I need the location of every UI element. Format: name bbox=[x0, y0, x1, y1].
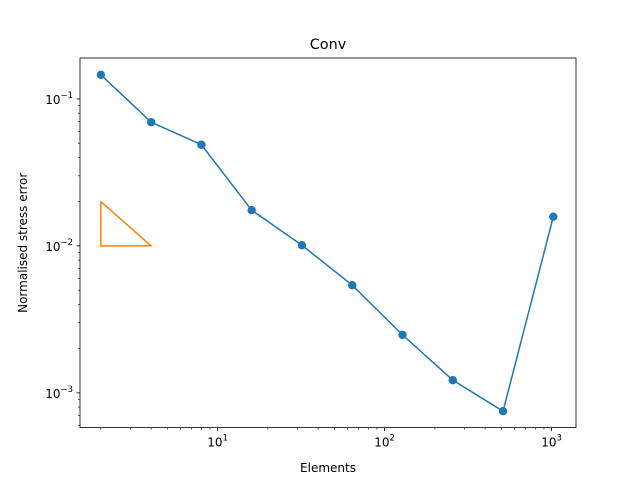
x-axis-ticks: 101 102 103 bbox=[100, 427, 562, 450]
series-layer bbox=[96, 70, 558, 416]
series-1-point-1 bbox=[96, 70, 106, 80]
series-1-point-7 bbox=[398, 330, 407, 340]
chart-title: Conv bbox=[310, 37, 347, 53]
y-tick-label: 10−1 bbox=[45, 91, 73, 107]
series-1-line bbox=[99, 73, 555, 412]
series-1-point-9 bbox=[498, 407, 508, 416]
y-tick-label: 10−2 bbox=[45, 238, 73, 254]
series-1-point-4 bbox=[247, 205, 256, 215]
series-1-point-2 bbox=[146, 117, 156, 127]
series-1-point-10 bbox=[549, 212, 558, 221]
series-1-point-3 bbox=[197, 140, 206, 149]
plot-area bbox=[80, 58, 576, 428]
series-1-point-8 bbox=[448, 375, 457, 385]
plot-frame bbox=[79, 57, 577, 429]
x-tick-label: 101 bbox=[207, 434, 228, 450]
x-axis-label: Elements bbox=[300, 461, 356, 475]
y-axis-ticks: 10−3 10−2 10−1 bbox=[45, 91, 80, 426]
y-tick-label: 10−3 bbox=[45, 385, 73, 401]
y-axis-label: Normalised stress error bbox=[16, 173, 30, 313]
x-tick-label: 102 bbox=[374, 434, 395, 450]
series-2-line bbox=[100, 200, 152, 247]
series-1-point-6 bbox=[348, 281, 357, 290]
series-1-point-5 bbox=[297, 241, 307, 250]
x-tick-label: 103 bbox=[541, 434, 562, 450]
